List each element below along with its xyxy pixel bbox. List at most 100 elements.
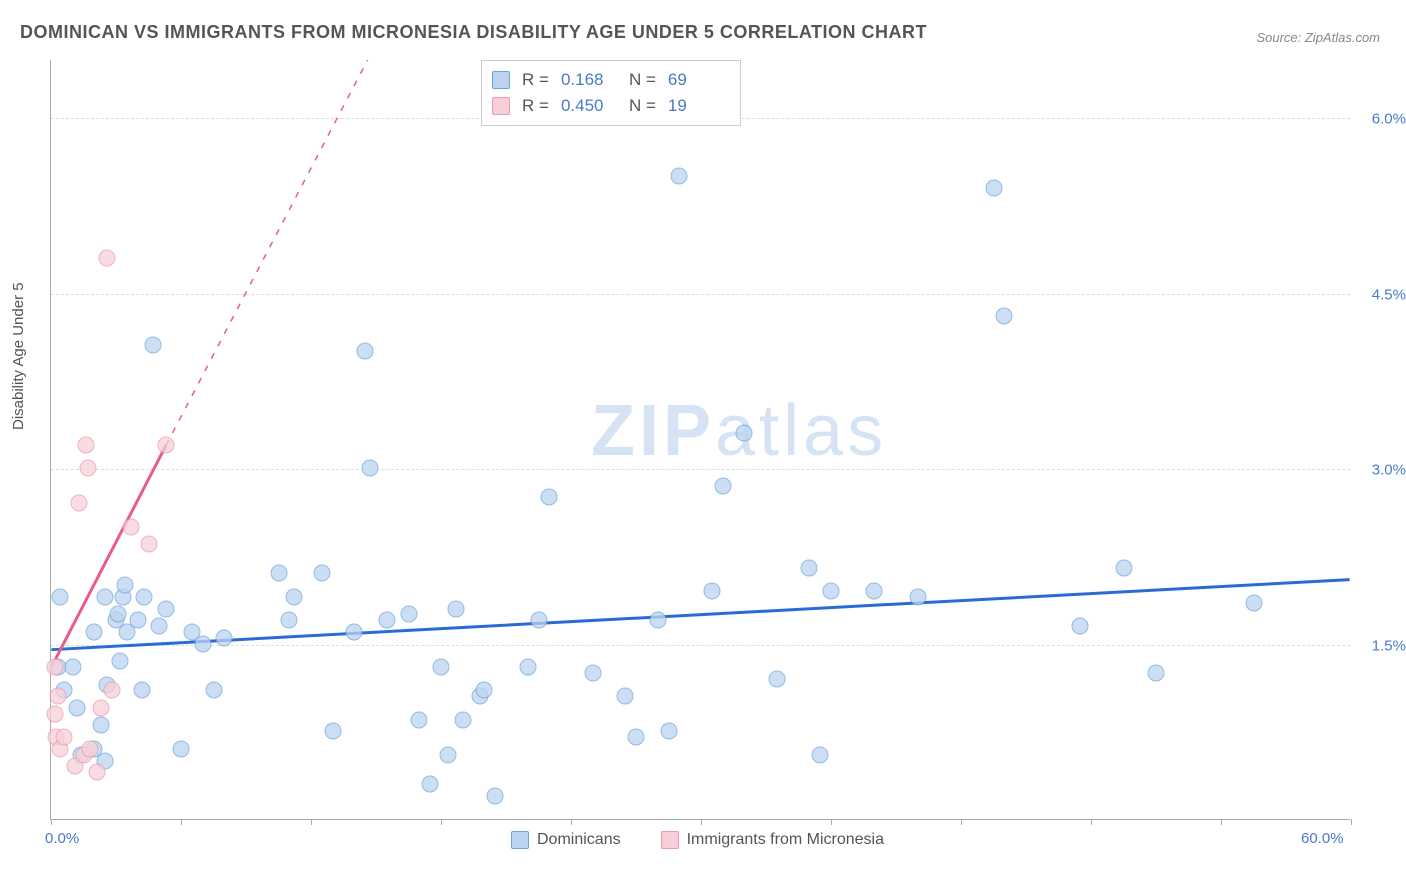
data-point <box>123 518 140 535</box>
data-point <box>216 629 233 646</box>
data-point <box>736 425 753 442</box>
data-point <box>49 688 66 705</box>
data-point <box>151 618 168 635</box>
data-point <box>270 565 287 582</box>
x-tick <box>441 819 442 825</box>
data-point <box>866 583 883 600</box>
n-label: N = <box>629 70 656 90</box>
data-point <box>47 705 64 722</box>
data-point <box>649 612 666 629</box>
x-tick <box>1221 819 1222 825</box>
x-end-label: 60.0% <box>1301 830 1344 847</box>
data-point <box>205 682 222 699</box>
legend-row-dominicans: R = 0.168 N = 69 <box>492 67 724 93</box>
x-tick <box>51 819 52 825</box>
data-point <box>530 612 547 629</box>
data-point <box>110 606 127 623</box>
series-legend: Dominicans Immigrants from Micronesia <box>511 831 884 849</box>
legend-item-micronesia: Immigrants from Micronesia <box>661 831 884 849</box>
gridline: 1.5% <box>51 645 1350 646</box>
legend-row-micronesia: R = 0.450 N = 19 <box>492 93 724 119</box>
data-point <box>88 764 105 781</box>
data-point <box>361 460 378 477</box>
y-axis-label: Disability Age Under 5 <box>10 282 27 430</box>
x-tick <box>571 819 572 825</box>
y-tick-label: 3.0% <box>1372 462 1406 479</box>
y-tick-label: 4.5% <box>1372 286 1406 303</box>
gridline: 4.5% <box>51 294 1350 295</box>
n-value-micronesia: 19 <box>668 96 724 116</box>
y-tick-label: 6.0% <box>1372 111 1406 128</box>
data-point <box>324 723 341 740</box>
data-point <box>92 699 109 716</box>
data-point <box>313 565 330 582</box>
data-point <box>86 623 103 640</box>
swatch-micronesia <box>492 97 510 115</box>
data-point <box>129 612 146 629</box>
data-point <box>346 623 363 640</box>
data-point <box>157 600 174 617</box>
data-point <box>285 588 302 605</box>
data-point <box>823 583 840 600</box>
data-point <box>281 612 298 629</box>
source-attribution: Source: ZipAtlas.com <box>1256 30 1380 45</box>
data-point <box>448 600 465 617</box>
watermark-bold: ZIP <box>591 391 715 471</box>
x-tick <box>311 819 312 825</box>
data-point <box>617 688 634 705</box>
x-tick <box>831 819 832 825</box>
legend-item-dominicans: Dominicans <box>511 831 621 849</box>
data-point <box>357 343 374 360</box>
n-value-dominicans: 69 <box>668 70 724 90</box>
data-point <box>69 699 86 716</box>
data-point <box>64 659 81 676</box>
data-point <box>112 653 129 670</box>
data-point <box>71 495 88 512</box>
data-point <box>134 682 151 699</box>
data-point <box>144 337 161 354</box>
x-tick <box>1091 819 1092 825</box>
data-point <box>1148 664 1165 681</box>
data-point <box>173 740 190 757</box>
data-point <box>51 588 68 605</box>
data-point <box>116 577 133 594</box>
data-point <box>378 612 395 629</box>
data-point <box>77 436 94 453</box>
legend-label: Immigrants from Micronesia <box>687 831 884 849</box>
trend-lines <box>51 60 1350 819</box>
swatch-icon <box>661 831 679 849</box>
data-point <box>996 308 1013 325</box>
gridline: 3.0% <box>51 469 1350 470</box>
x-end-label: 0.0% <box>45 830 79 847</box>
data-point <box>801 559 818 576</box>
data-point <box>714 477 731 494</box>
r-label: R = <box>522 70 549 90</box>
data-point <box>97 588 114 605</box>
chart-title: DOMINICAN VS IMMIGRANTS FROM MICRONESIA … <box>20 22 927 43</box>
data-point <box>422 775 439 792</box>
data-point <box>519 659 536 676</box>
x-tick <box>961 819 962 825</box>
data-point <box>99 249 116 266</box>
data-point <box>671 167 688 184</box>
correlation-legend: R = 0.168 N = 69 R = 0.450 N = 19 <box>481 60 741 126</box>
y-tick-label: 1.5% <box>1372 637 1406 654</box>
data-point <box>1245 594 1262 611</box>
data-point <box>82 740 99 757</box>
r-value-dominicans: 0.168 <box>561 70 617 90</box>
data-point <box>584 664 601 681</box>
x-tick <box>1351 819 1352 825</box>
data-point <box>1072 618 1089 635</box>
scatter-plot: ZIPatlas 1.5%3.0%4.5%6.0% 0.0%60.0% R = … <box>50 60 1350 820</box>
data-point <box>985 179 1002 196</box>
data-point <box>487 787 504 804</box>
data-point <box>628 729 645 746</box>
data-point <box>703 583 720 600</box>
n-label: N = <box>629 96 656 116</box>
data-point <box>194 635 211 652</box>
data-point <box>140 536 157 553</box>
data-point <box>79 460 96 477</box>
data-point <box>768 670 785 687</box>
data-point <box>411 711 428 728</box>
data-point <box>92 717 109 734</box>
